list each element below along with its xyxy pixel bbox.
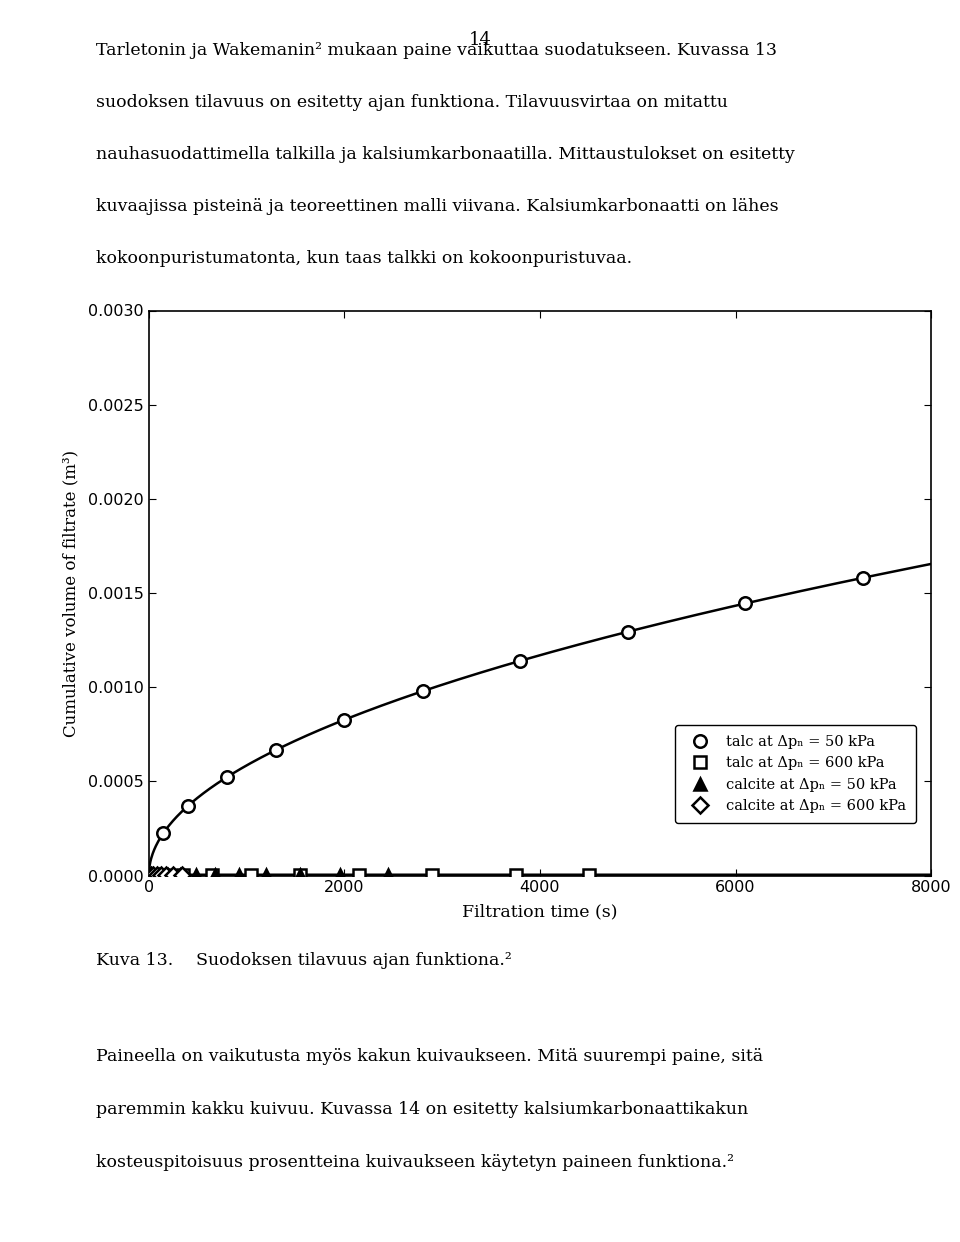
Text: Suodoksen tilavuus ajan funktiona.²: Suodoksen tilavuus ajan funktiona.² xyxy=(196,953,512,969)
Text: kosteuspitoisuus prosentteina kuivaukseen käytetyn paineen funktiona.²: kosteuspitoisuus prosentteina kuivauksee… xyxy=(96,1154,734,1171)
Text: Kuva 13.: Kuva 13. xyxy=(96,953,173,969)
X-axis label: Filtration time (s): Filtration time (s) xyxy=(463,904,617,920)
Y-axis label: Cumulative volume of filtrate (m³): Cumulative volume of filtrate (m³) xyxy=(62,450,80,737)
Text: kuvaajissa pisteinä ja teoreettinen malli viivana. Kalsiumkarbonaatti on lähes: kuvaajissa pisteinä ja teoreettinen mall… xyxy=(96,197,779,215)
Text: paremmin kakku kuivuu. Kuvassa 14 on esitetty kalsiumkarbonaattikakun: paremmin kakku kuivuu. Kuvassa 14 on esi… xyxy=(96,1102,748,1118)
Text: Tarletonin ja Wakemanin² mukaan paine vaikuttaa suodatukseen. Kuvassa 13: Tarletonin ja Wakemanin² mukaan paine va… xyxy=(96,42,777,58)
Text: Paineella on vaikutusta myös kakun kuivaukseen. Mitä suurempi paine, sitä: Paineella on vaikutusta myös kakun kuiva… xyxy=(96,1048,763,1064)
Text: nauhasuodattimella talkilla ja kalsiumkarbonaatilla. Mittaustulokset on esitetty: nauhasuodattimella talkilla ja kalsiumka… xyxy=(96,145,795,163)
Text: 14: 14 xyxy=(468,31,492,48)
Legend: talc at Δpₙ = 50 kPa, talc at Δpₙ = 600 kPa, calcite at Δpₙ = 50 kPa, calcite at: talc at Δpₙ = 50 kPa, talc at Δpₙ = 600 … xyxy=(675,725,916,823)
Text: suodoksen tilavuus on esitetty ajan funktiona. Tilavuusvirtaa on mitattu: suodoksen tilavuus on esitetty ajan funk… xyxy=(96,94,728,111)
Text: kokoonpuristumatonta, kun taas talkki on kokoonpuristuvaa.: kokoonpuristumatonta, kun taas talkki on… xyxy=(96,250,632,267)
